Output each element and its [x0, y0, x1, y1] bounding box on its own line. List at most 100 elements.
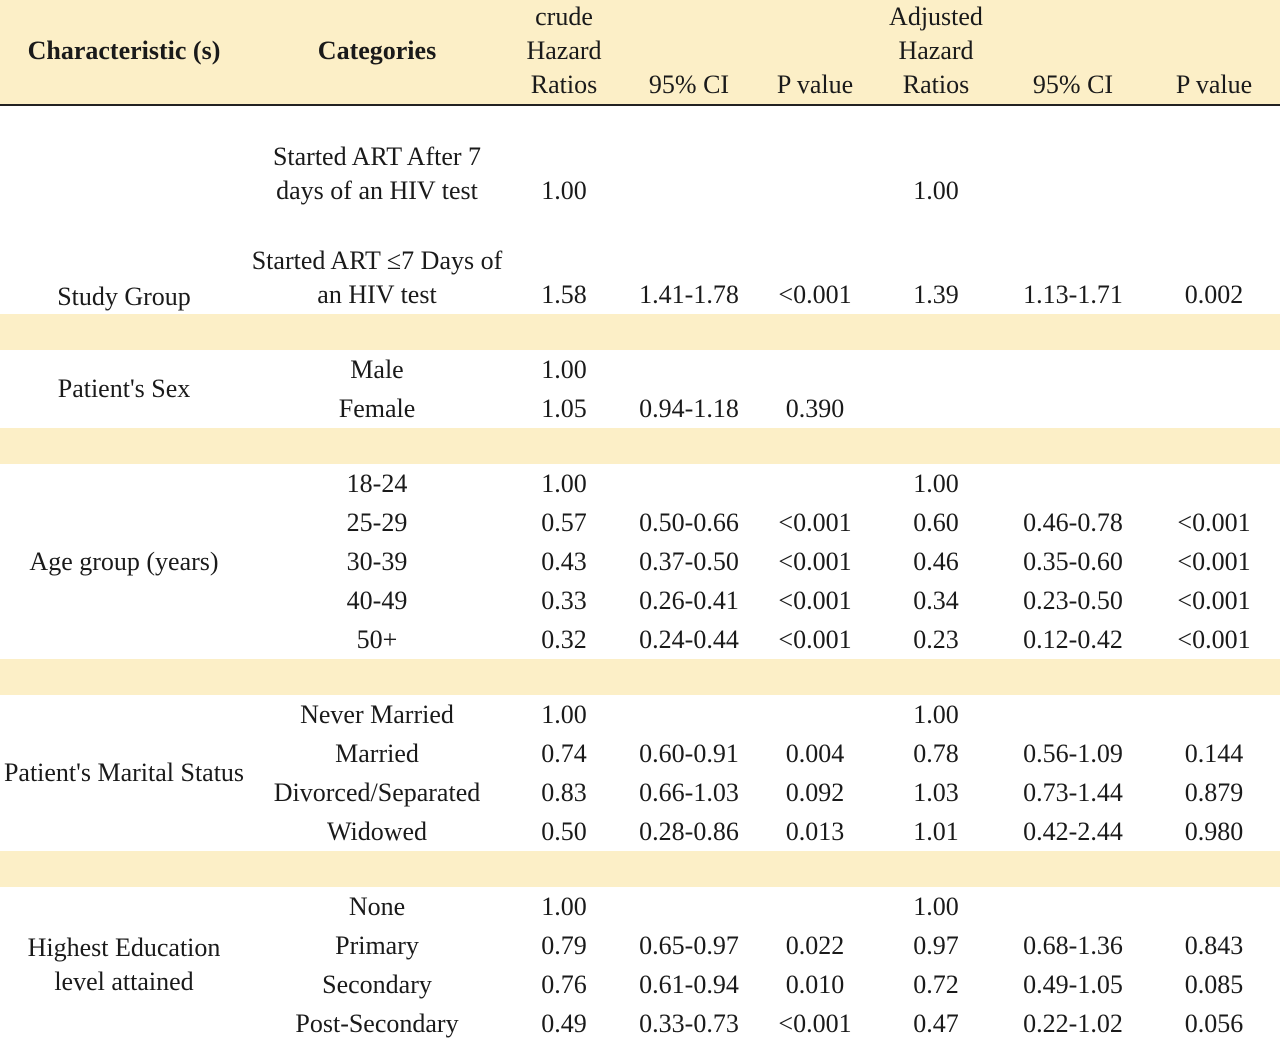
header-row: Characteristic (s) Categories crude Haza…	[0, 0, 1280, 106]
p-crude-cell: <0.001	[778, 1008, 852, 1038]
p-crude-cell: 0.004	[785, 738, 845, 768]
table-row: Patient's Sex Male 1.00	[0, 350, 1280, 404]
ci-adjusted-cell: 0.22-1.02	[1023, 1008, 1123, 1038]
p-crude-cell: 0.013	[785, 816, 845, 846]
ci-crude-cell: 0.37-0.50	[639, 546, 739, 576]
adjusted-hr-cell: 1.00	[913, 176, 959, 205]
header-p-adjusted: P value	[1148, 0, 1280, 106]
ci-crude-cell: 0.61-0.94	[639, 969, 739, 999]
header-p-crude: P value	[756, 0, 874, 106]
separator-band	[0, 428, 1280, 464]
ci-crude-cell: 0.24-0.44	[639, 624, 739, 654]
characteristic-label: Highest Education level attained	[27, 933, 221, 996]
p-adjusted-cell: 0.085	[1184, 969, 1244, 999]
header-categories: Categories	[248, 0, 506, 106]
category-cell: Primary	[335, 930, 419, 960]
ci-crude-cell: 0.66-1.03	[639, 777, 739, 807]
ci-crude-cell	[622, 464, 756, 503]
table-row: Secondary 0.76 0.61-0.94 0.010 0.72 0.49-1.05…	[0, 965, 1280, 1004]
ci-crude-cell: 0.60-0.91	[639, 738, 739, 768]
crude-hr-cell: 0.43	[541, 546, 587, 576]
ci-adjusted-cell	[998, 464, 1148, 503]
ci-crude-cell	[622, 350, 756, 389]
header-adjusted-hr: Adjusted Hazard Ratios	[874, 0, 998, 106]
characteristic-label: Patient's Sex	[57, 374, 191, 403]
ci-adjusted-cell: 0.56-1.09	[1023, 738, 1123, 768]
p-crude-cell: <0.001	[778, 585, 852, 615]
p-adjusted-cell: 0.056	[1184, 1008, 1244, 1038]
table-row: Patient's Marital Status Never Married 1.0…	[0, 695, 1280, 788]
ci-adjusted-cell: 0.23-0.50	[1023, 585, 1123, 615]
category-cell: 25-29	[346, 507, 408, 537]
ci-crude-cell	[622, 105, 756, 210]
category-cell: Divorced/Separated	[273, 777, 481, 807]
adjusted-hr-cell: 0.60	[913, 507, 959, 537]
crude-hr-cell: 1.00	[541, 176, 587, 205]
p-adjusted-cell: 0.843	[1184, 930, 1244, 960]
category-cell: Started ART ≤7 Days of an HIV test	[251, 246, 503, 309]
ci-adjusted-cell: 0.12-0.42	[1023, 624, 1123, 654]
crude-hr-cell: 0.33	[541, 585, 587, 615]
section-separator	[0, 659, 1280, 695]
ci-adjusted-cell	[998, 389, 1148, 428]
p-adjusted-cell: 0.879	[1184, 777, 1244, 807]
p-crude-cell: 0.092	[785, 777, 845, 807]
ci-adjusted-cell	[998, 350, 1148, 389]
header-crude-hr: crude Hazard Ratios	[506, 0, 622, 106]
table-row: Highest Education level attained None 1.00…	[0, 887, 1280, 997]
crude-hr-cell: 0.76	[541, 969, 587, 999]
category-cell: Started ART After 7 days of an HIV test	[272, 142, 482, 205]
p-adjusted-cell: 0.002	[1184, 280, 1244, 309]
adjusted-hr-cell: 1.01	[913, 816, 959, 846]
category-cell: 18-24	[346, 468, 408, 498]
table-row: 25-29 0.57 0.50-0.66 <0.001 0.60 0.46-0.78 <0.…	[0, 503, 1280, 542]
section-separator	[0, 428, 1280, 464]
table-row: 40-49 0.33 0.26-0.41 <0.001 0.34 0.23-0.50 <0.…	[0, 581, 1280, 620]
ci-crude-cell: 0.50-0.66	[639, 507, 739, 537]
category-cell: Male	[350, 354, 404, 384]
crude-hr-cell: 0.57	[541, 507, 587, 537]
ci-adjusted-cell: 0.49-1.05	[1023, 969, 1123, 999]
adjusted-hr-cell	[874, 350, 998, 389]
ci-crude-cell: 0.33-0.73	[639, 1008, 739, 1038]
table-row: Study Group Started ART After 7 days of a…	[0, 105, 1280, 311]
p-crude-cell	[756, 464, 874, 503]
p-crude-cell: 0.390	[785, 393, 845, 423]
p-crude-cell: 0.010	[785, 969, 845, 999]
category-cell: Widowed	[326, 816, 428, 846]
category-cell: Post-Secondary	[295, 1008, 459, 1038]
table-row: Post-Secondary 0.49 0.33-0.73 <0.001 0.47 0.2…	[0, 1004, 1280, 1043]
crude-hr-cell: 0.50	[541, 816, 587, 846]
ci-adjusted-cell	[998, 887, 1148, 926]
category-cell: 50+	[356, 624, 398, 654]
table-row: Started ART ≤7 Days of an HIV test 1.58 1.…	[0, 210, 1280, 314]
p-adjusted-cell: <0.001	[1177, 624, 1251, 654]
adjusted-hr-cell: 1.00	[913, 891, 959, 921]
ci-crude-cell: 0.26-0.41	[639, 585, 739, 615]
p-crude-cell	[756, 350, 874, 389]
characteristic-label: Age group (years)	[29, 546, 219, 576]
p-adjusted-cell	[1148, 105, 1280, 210]
ci-crude-cell: 0.65-0.97	[639, 930, 739, 960]
p-adjusted-cell: <0.001	[1177, 546, 1251, 576]
adjusted-hr-cell: 1.00	[913, 699, 959, 729]
crude-hr-cell: 0.32	[541, 624, 587, 654]
section-separator	[0, 314, 1280, 350]
p-adjusted-cell	[1148, 350, 1280, 389]
adjusted-hr-cell: 0.47	[913, 1008, 959, 1038]
category-cell: Secondary	[322, 969, 432, 999]
p-crude-cell: <0.001	[778, 507, 852, 537]
category-cell: Married	[335, 738, 419, 768]
crude-hr-cell: 0.79	[541, 930, 587, 960]
ci-crude-cell: 1.41-1.78	[639, 280, 739, 309]
p-adjusted-cell: 0.980	[1184, 816, 1244, 846]
adjusted-hr-cell: 0.78	[913, 738, 959, 768]
header-ci-crude: 95% CI	[622, 0, 756, 106]
characteristic-label: Study Group	[57, 282, 191, 311]
ci-adjusted-cell	[998, 105, 1148, 210]
category-cell: 40-49	[346, 585, 408, 615]
ci-crude-cell: 0.28-0.86	[639, 816, 739, 846]
category-cell: Female	[338, 393, 416, 423]
section-separator	[0, 851, 1280, 887]
